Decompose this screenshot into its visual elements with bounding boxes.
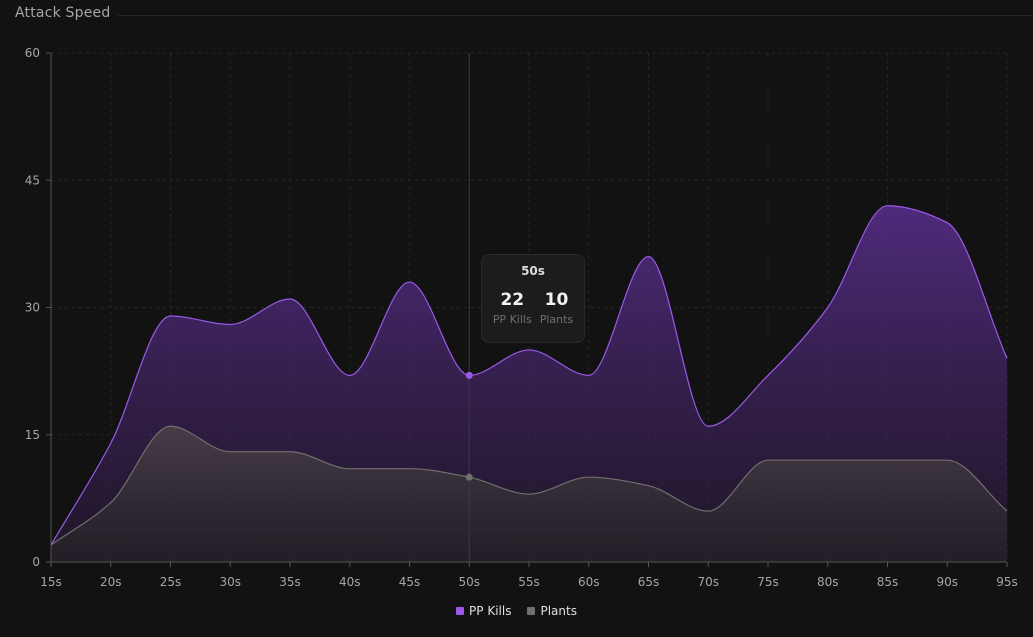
x-tick-label: 20s [100,575,122,589]
legend-swatch [527,607,536,615]
x-tick-label: 30s [219,575,241,589]
hover-point-pp-kills [465,371,473,379]
tooltip-value: 10 [544,290,569,310]
x-tick-label: 80s [817,575,839,589]
y-tick-label: 45 [25,173,40,187]
series-line-plants [50,425,1008,546]
y-tick-label: 60 [25,46,40,60]
x-tick-label: 60s [578,575,600,589]
tooltip-series-label: PP Kills [492,313,532,326]
tooltip-item-plants: 10 Plants [540,290,573,326]
x-tick-label: 55s [518,575,540,589]
tooltip-series-label: Plants [539,313,574,326]
x-tick-label: 85s [877,575,899,589]
y-tick-label: 0 [32,555,40,569]
chart-legend: PP Kills Plants [0,604,1033,618]
y-tick-label: 15 [25,428,40,442]
legend-item-pp-kills[interactable]: PP Kills [456,604,511,618]
x-tick-label: 40s [339,575,361,589]
hover-layer [465,53,473,562]
title-divider [118,15,1033,16]
x-tick-label: 75s [757,575,779,589]
panel-header: Attack Speed [0,0,1033,30]
x-tick-label: 70s [697,575,719,589]
series-areas [50,205,1008,562]
x-tick-label: 35s [279,575,301,589]
chart-tooltip: 50s 22 PP Kills 10 Plants [481,254,585,343]
y-tick-label: 30 [25,301,40,315]
tooltip-label: 50s [521,264,545,278]
legend-item-plants[interactable]: Plants [527,604,577,618]
x-tick-label: 65s [638,575,660,589]
tooltip-value: 22 [500,290,525,310]
x-tick-label: 90s [936,575,958,589]
legend-label: Plants [540,604,577,618]
panel-title: Attack Speed [15,5,111,21]
legend-swatch [456,607,465,615]
legend-label: PP Kills [469,604,512,618]
x-tick-label: 50s [458,575,480,589]
x-tick-label: 95s [996,575,1018,589]
x-tick-label: 45s [399,575,421,589]
x-tick-label: 25s [160,575,182,589]
axes: 0 15 30 45 60 15s 20s 25s 30s 35s 40s 45s 50s 55s 60s 6… [25,46,1018,589]
hover-point-plants [465,473,473,481]
series-line-pp-kills [50,205,1008,546]
x-tick-label: 15s [40,575,62,589]
tooltip-item-pp-kills: 22 PP Kills [493,290,532,326]
